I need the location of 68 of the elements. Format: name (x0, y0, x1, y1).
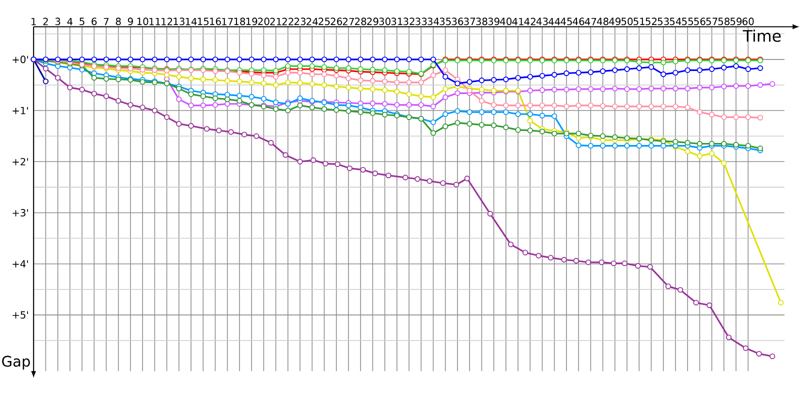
x-tick-label: 50 (621, 18, 633, 26)
x-tick-label: 21 (270, 18, 282, 26)
x-tick-label: 8 (116, 18, 121, 26)
y-tick-label: +2' (12, 158, 28, 166)
y-tick-label: +5' (12, 311, 28, 319)
x-tick-label: 43 (536, 18, 548, 26)
x-tick-label: 23 (294, 18, 306, 26)
x-tick-label: 25 (318, 18, 330, 26)
x-tick-label: 10 (137, 18, 148, 26)
x-tick-label: 22 (282, 18, 294, 26)
x-tick-label: 16 (210, 18, 221, 26)
x-tick-label: 48 (596, 18, 608, 26)
x-tick-label: 38 (476, 18, 488, 26)
x-tick-label: 37 (464, 18, 476, 26)
x-tick-label: 47 (584, 18, 596, 26)
x-tick-label: 42 (524, 18, 536, 26)
x-tick-label: 55 (682, 18, 693, 26)
x-tick-label: 57 (706, 18, 718, 26)
x-tick-label: 19 (246, 18, 258, 26)
x-tick-label: 60 (742, 18, 754, 26)
y-axis-title: Gap (2, 356, 30, 370)
x-tick-label: 4 (67, 18, 72, 26)
y-tick-label: +0' (12, 56, 28, 64)
x-tick-label: 1 (32, 18, 36, 26)
x-tick-label: 12 (162, 18, 172, 26)
x-tick-label: 30 (379, 18, 390, 26)
x-tick-label: 46 (572, 18, 584, 26)
x-tick-label: 32 (403, 18, 414, 26)
x-tick-label: 56 (694, 18, 706, 26)
x-tick-label: 14 (186, 18, 197, 26)
x-tick-label: 7 (104, 18, 109, 26)
y-tick-label: +3' (12, 209, 28, 217)
x-tick-label: 53 (658, 18, 669, 26)
x-tick-label: 40 (500, 18, 512, 26)
x-tick-label: 29 (367, 18, 378, 26)
x-tick-label: 33 (416, 18, 427, 26)
y-tick-label: +4' (12, 260, 28, 268)
x-tick-label: 41 (512, 18, 524, 26)
x-tick-label: 17 (222, 18, 233, 26)
x-tick-label: 51 (634, 18, 645, 26)
x-tick-label: 44 (548, 18, 560, 26)
x-tick-label: 45 (560, 18, 572, 26)
x-tick-label: 2 (43, 18, 48, 26)
x-tick-label: 59 (730, 18, 742, 26)
x-tick-label: 35 (440, 18, 451, 26)
x-tick-label: 26 (330, 18, 342, 26)
x-tick-label: 54 (670, 18, 682, 26)
x-tick-label: 27 (342, 18, 354, 26)
x-tick-label: 3 (55, 18, 60, 26)
y-tick-label: +1' (12, 106, 28, 114)
x-tick-label: 34 (428, 18, 439, 26)
x-tick-label: 20 (258, 18, 270, 26)
x-tick-label: 39 (488, 18, 500, 26)
x-tick-label: 31 (391, 18, 402, 26)
x-tick-label: 18 (234, 18, 246, 26)
x-tick-label: 28 (355, 18, 366, 26)
x-tick-label: 52 (646, 18, 657, 26)
x-tick-label: 9 (128, 18, 133, 26)
x-tick-label: 58 (718, 18, 730, 26)
x-tick-label: 15 (198, 18, 209, 26)
x-tick-label: 6 (92, 18, 97, 26)
x-axis-title: Time (742, 30, 781, 42)
x-tick-label: 36 (452, 18, 464, 26)
x-tick-label: 11 (149, 18, 160, 26)
x-tick-label: 24 (306, 18, 318, 26)
x-tick-label: 5 (80, 18, 84, 26)
x-tick-label: 49 (609, 18, 621, 26)
x-tick-label: 13 (174, 18, 184, 26)
